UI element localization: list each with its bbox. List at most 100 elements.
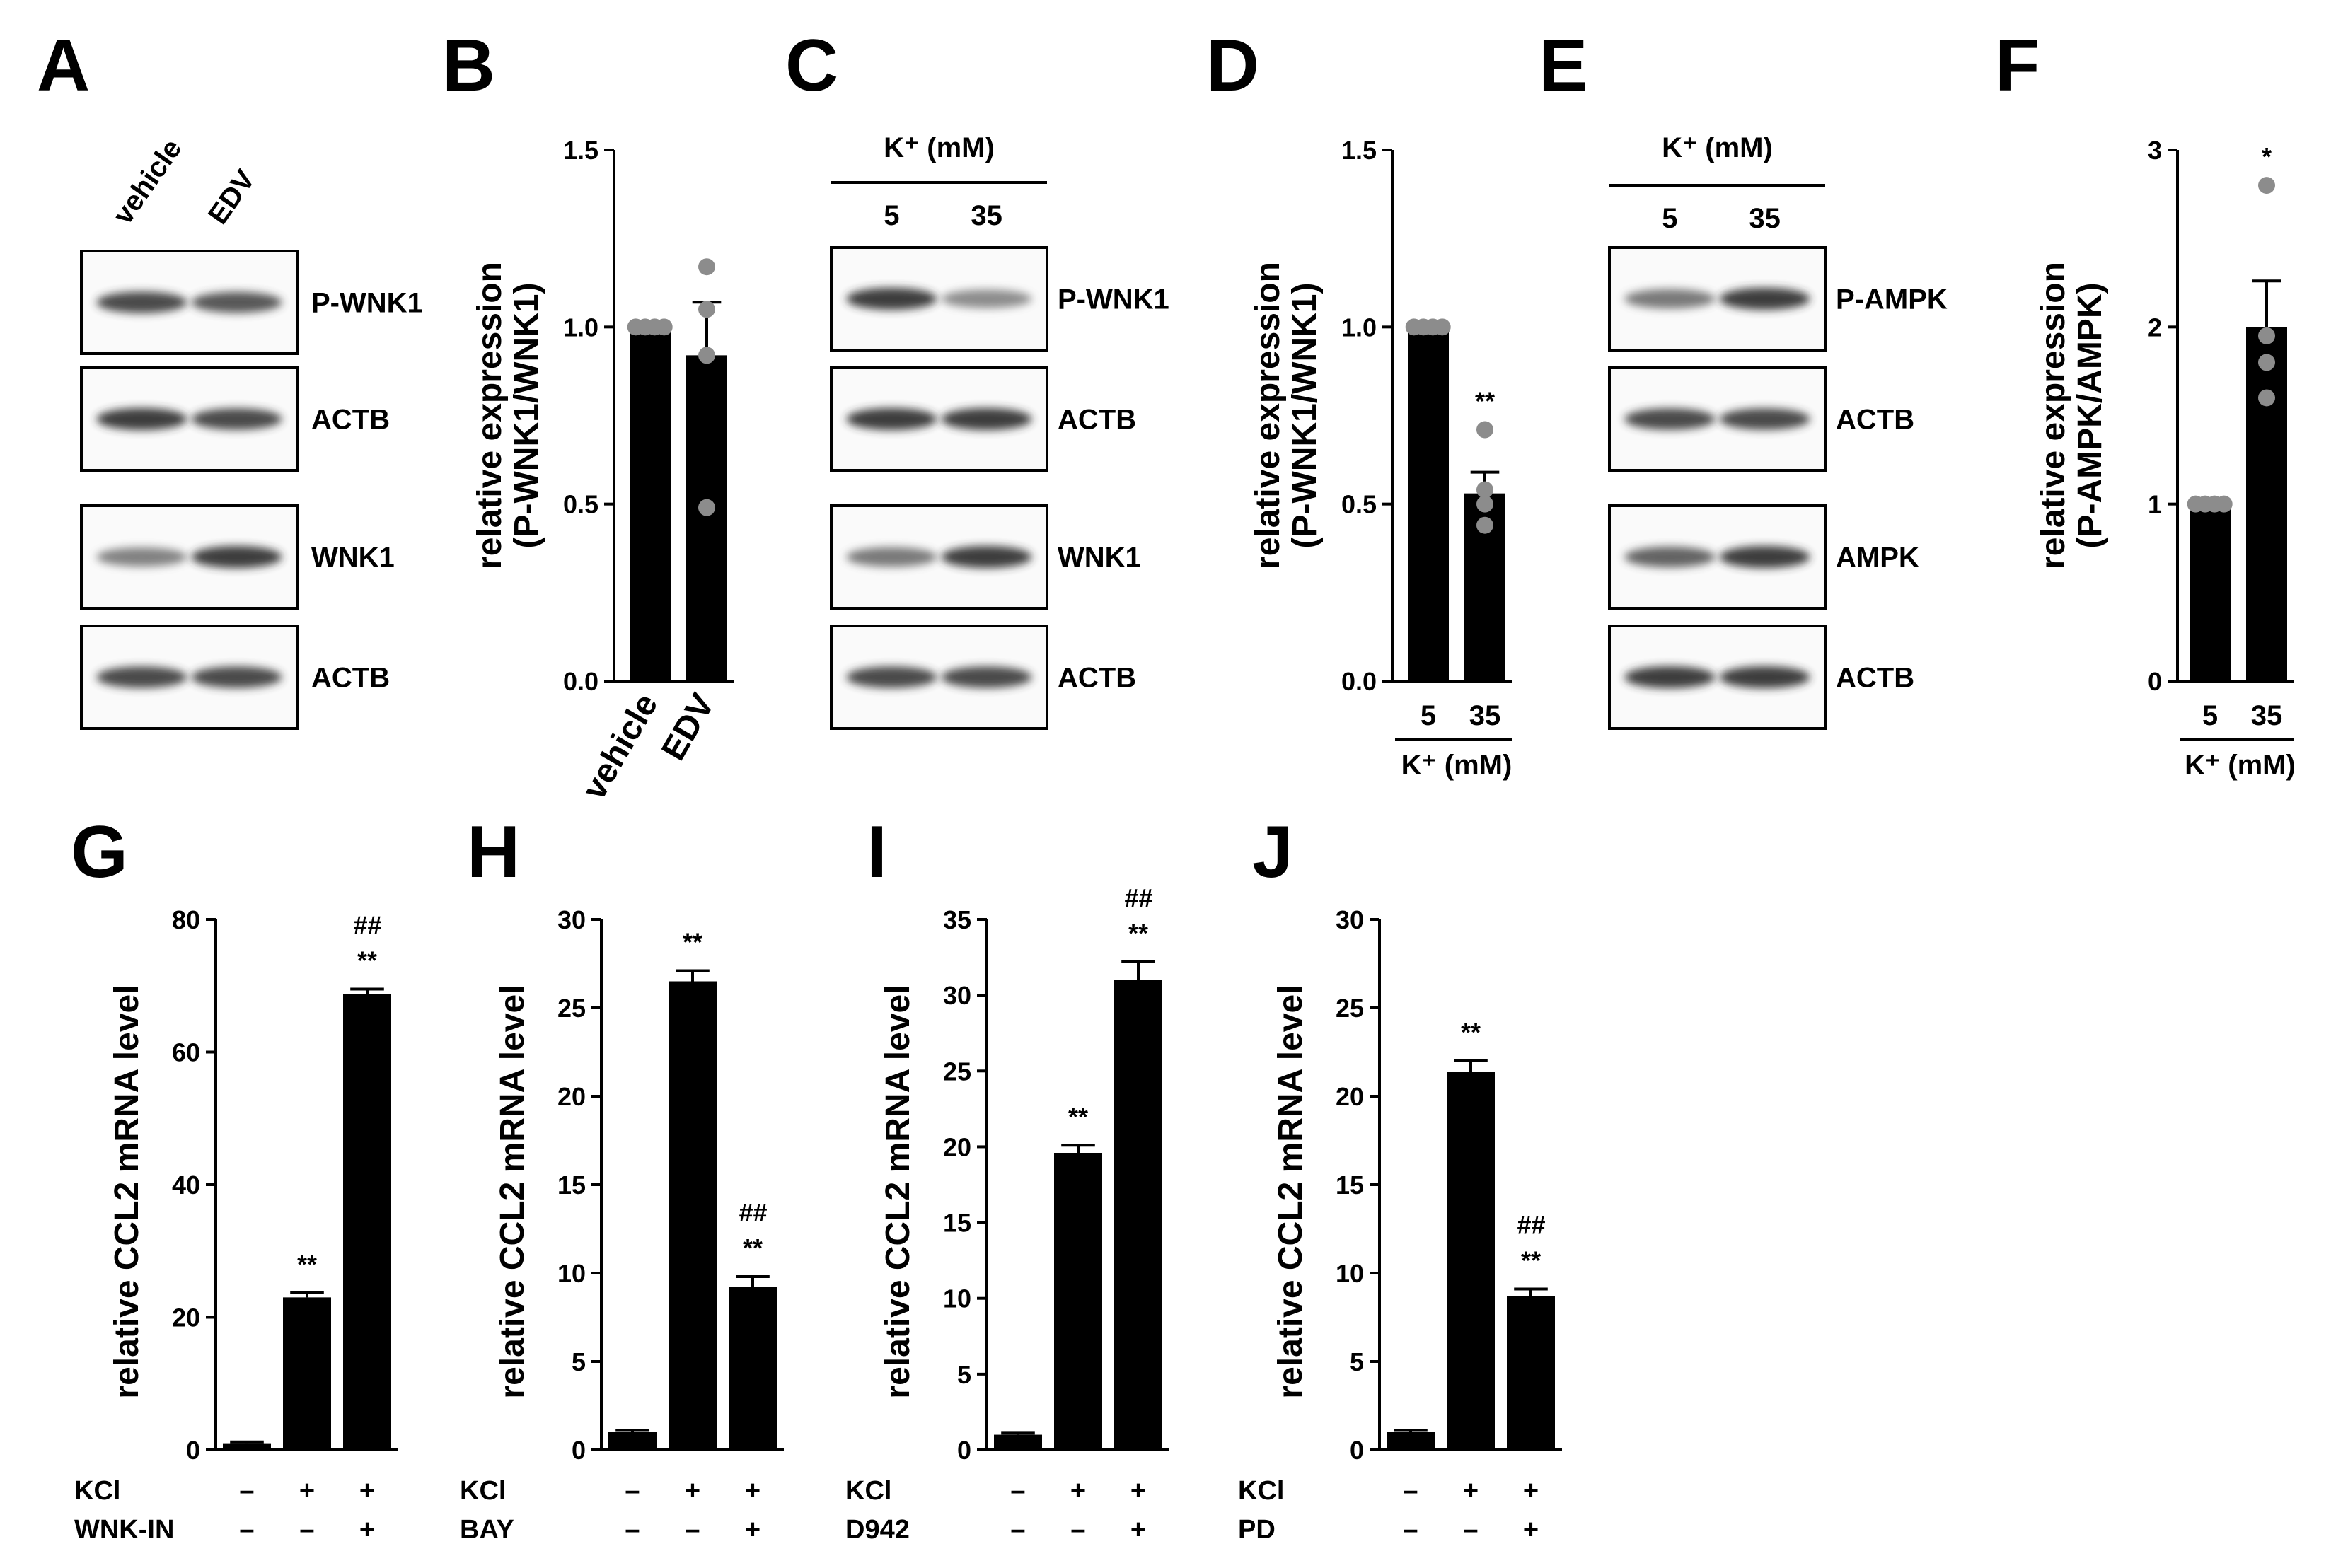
y-tick-label: 10 bbox=[1336, 1259, 1364, 1288]
blot-panel-a: vehicle EDV P-WNK1 ACTB WNK1 ACTB bbox=[80, 134, 423, 730]
significance-marker: ** bbox=[1461, 1018, 1481, 1047]
panel-letter-d: D bbox=[1206, 25, 1259, 107]
bar bbox=[686, 355, 727, 681]
condition-sign: – bbox=[685, 1515, 700, 1545]
bar-chart-i: 0 5 10 15 20 25 30 35 relative CCL2 mRNA level **… bbox=[845, 883, 1169, 1545]
bar-chart-j: 0 5 10 15 20 25 30 relative CCL2 mRNA level ** **… bbox=[1238, 905, 1562, 1545]
blot-band-lane bbox=[1719, 408, 1810, 430]
blot-band-wnk1: WNK1 bbox=[830, 504, 1141, 610]
condition-sign: – bbox=[1403, 1515, 1418, 1545]
y-tick-label: 1.5 bbox=[1341, 136, 1377, 165]
bar bbox=[223, 1443, 271, 1450]
y-axis-label-line2: (P-AMPK/AMPK) bbox=[2071, 283, 2109, 549]
bar bbox=[729, 1287, 777, 1450]
hash-marker: ## bbox=[1517, 1211, 1545, 1240]
bar bbox=[2246, 327, 2287, 681]
blot-band-actb: ACTB bbox=[830, 366, 1136, 472]
bar bbox=[283, 1297, 331, 1450]
data-point bbox=[2258, 389, 2275, 407]
panel-letter-e: E bbox=[1539, 25, 1587, 107]
blot-band-lane bbox=[191, 666, 282, 688]
bar-chart-f: 0 1 2 3 relative expression (P-AMPK/AMPK) * 5 35… bbox=[2035, 136, 2296, 781]
blot-band-lane bbox=[191, 408, 282, 430]
bar-chart-g: 0 20 40 60 80 relative CCL2 mRNA level ** ** ## K… bbox=[74, 905, 398, 1545]
condition-sign: + bbox=[299, 1476, 315, 1506]
blot-header: K⁺ (mM) bbox=[1662, 132, 1773, 163]
blot-band-lane bbox=[1624, 408, 1716, 430]
y-tick-label: 35 bbox=[943, 905, 971, 934]
y-tick-label: 80 bbox=[172, 905, 200, 934]
data-point bbox=[1476, 516, 1493, 534]
condition-sign: – bbox=[1070, 1515, 1085, 1545]
y-axis-label: relative CCL2 mRNA level bbox=[879, 985, 917, 1398]
blot-band-lane bbox=[1719, 287, 1810, 310]
y-tick-label: 20 bbox=[172, 1303, 200, 1332]
condition-name: WNK-IN bbox=[74, 1515, 174, 1545]
y-tick-label: 5 bbox=[1350, 1347, 1364, 1376]
hash-marker: ## bbox=[739, 1198, 767, 1227]
panel-letter-b: B bbox=[442, 25, 495, 107]
blot-band-lane bbox=[1624, 289, 1716, 309]
significance-marker: ** bbox=[297, 1250, 317, 1279]
blot-lane-label: vehicle bbox=[108, 134, 188, 230]
condition-sign: – bbox=[299, 1515, 314, 1545]
y-tick-label: 0 bbox=[957, 1436, 971, 1465]
blot-band-lane bbox=[96, 291, 187, 313]
y-axis-label: relative expression bbox=[471, 262, 509, 569]
x-category-label: EDV bbox=[654, 687, 722, 767]
blot-band-actb: ACTB bbox=[80, 366, 390, 472]
blot-band-label: P-AMPK bbox=[1836, 284, 1948, 315]
y-tick-label: 0.5 bbox=[1341, 490, 1377, 519]
blot-lane-label: 5 bbox=[1662, 203, 1677, 234]
condition-name: KCl bbox=[460, 1476, 506, 1506]
y-tick-label: 5 bbox=[957, 1360, 971, 1389]
condition-sign: – bbox=[625, 1515, 640, 1545]
bar bbox=[1114, 980, 1162, 1450]
bar bbox=[1408, 327, 1449, 681]
condition-name: KCl bbox=[845, 1476, 891, 1506]
condition-sign: – bbox=[1010, 1476, 1025, 1506]
data-point bbox=[698, 301, 715, 318]
blot-band-lane bbox=[1624, 546, 1716, 568]
condition-name: D942 bbox=[845, 1515, 910, 1545]
y-axis-label: relative expression bbox=[2035, 262, 2072, 569]
significance-marker: ** bbox=[357, 946, 377, 975]
data-point bbox=[2258, 354, 2275, 371]
significance-marker: ** bbox=[1521, 1246, 1541, 1275]
data-point bbox=[2258, 327, 2275, 344]
bar-chart-d: 0.0 0.5 1.0 1.5 relative expression (P-WNK1/W… bbox=[1249, 136, 1512, 781]
condition-sign: – bbox=[1010, 1515, 1025, 1545]
significance-marker: * bbox=[2262, 142, 2272, 171]
data-point bbox=[1433, 318, 1451, 336]
hash-marker: ## bbox=[1124, 883, 1152, 912]
y-tick-label: 10 bbox=[557, 1259, 586, 1288]
blot-band-lane bbox=[1719, 545, 1810, 569]
bar bbox=[1387, 1432, 1435, 1450]
y-tick-label: 25 bbox=[557, 994, 586, 1023]
y-tick-label: 20 bbox=[1336, 1082, 1364, 1111]
blot-band-lane bbox=[96, 666, 187, 688]
y-tick-label: 2 bbox=[2148, 313, 2162, 342]
blot-band-p-ampk: P-AMPK bbox=[1608, 246, 1948, 352]
blot-band-label: WNK1 bbox=[1058, 542, 1141, 574]
blot-band-actb: ACTB bbox=[1608, 366, 1914, 472]
blot-band-label: ACTB bbox=[311, 405, 390, 436]
panel-letter-g: G bbox=[71, 811, 128, 893]
x-category-label: 35 bbox=[2251, 700, 2283, 731]
bar bbox=[630, 327, 671, 681]
bar bbox=[343, 994, 391, 1450]
x-category-label: 5 bbox=[1421, 700, 1436, 731]
blot-band-label: ACTB bbox=[1058, 405, 1136, 436]
blot-lane-label: 5 bbox=[884, 200, 899, 231]
bar-chart-b: 0.0 0.5 1.0 1.5 relative expression (P-WNK1/W… bbox=[471, 136, 734, 806]
blot-header: K⁺ (mM) bbox=[884, 132, 995, 163]
data-point bbox=[698, 347, 715, 364]
data-point bbox=[655, 318, 673, 336]
y-axis-label: relative CCL2 mRNA level bbox=[494, 985, 531, 1398]
data-point bbox=[1476, 495, 1493, 513]
bar bbox=[1447, 1072, 1495, 1450]
y-axis-label-line2: (P-WNK1/WNK1) bbox=[1286, 283, 1324, 549]
y-tick-label: 25 bbox=[943, 1057, 971, 1086]
y-tick-label: 1 bbox=[2148, 490, 2162, 519]
